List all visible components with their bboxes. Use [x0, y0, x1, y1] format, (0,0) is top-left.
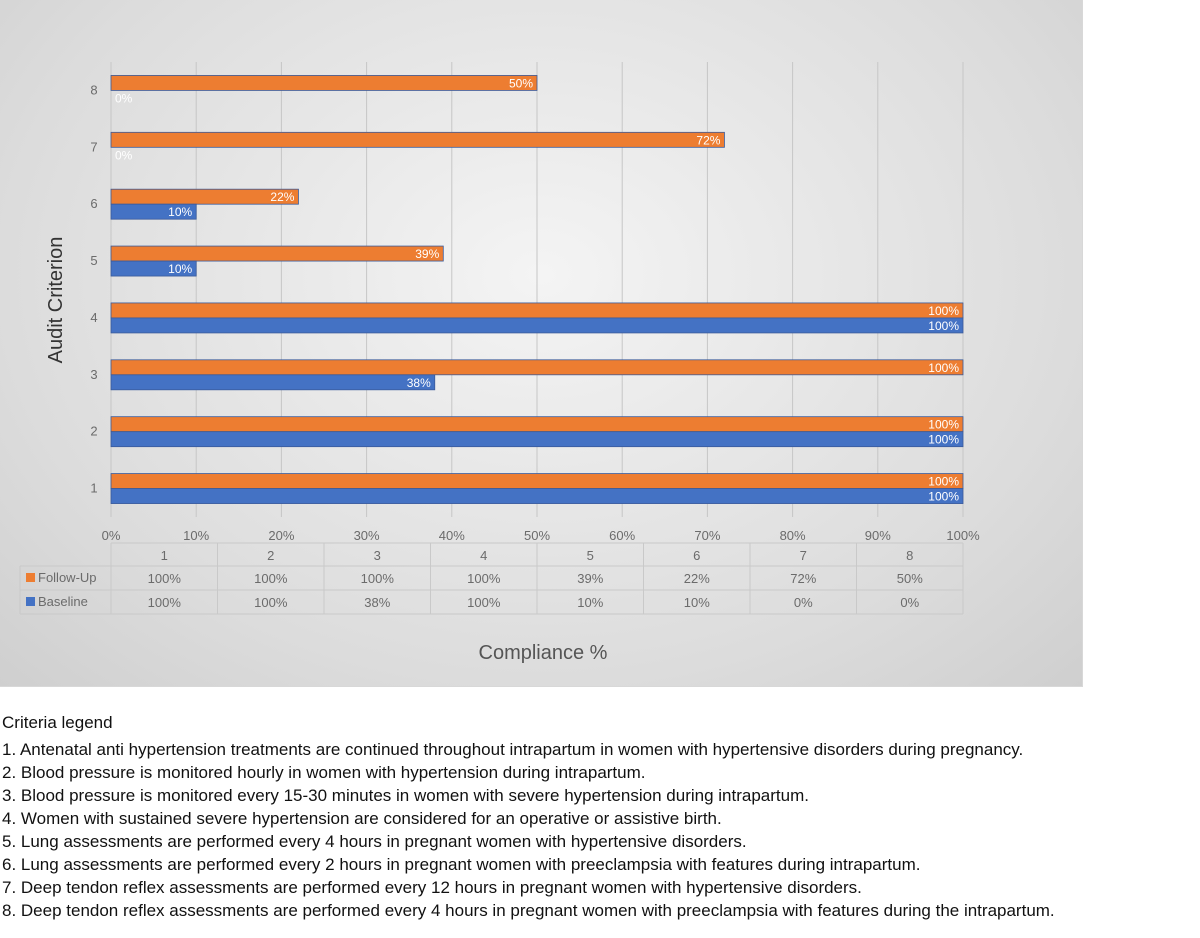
data-label: 22%: [270, 190, 294, 204]
x-tick-label: 40%: [439, 528, 465, 543]
table-cell: 72%: [790, 571, 816, 586]
table-header-cell: 5: [587, 548, 594, 563]
table-cell: 39%: [577, 571, 603, 586]
baseline-bar: [110, 374, 436, 391]
y-tick-label: 4: [90, 310, 97, 325]
legend-label-follow-up: Follow-Up: [38, 570, 97, 585]
criteria-legend-item: 6. Lung assessments are performed every …: [2, 855, 921, 874]
x-tick-label: 20%: [268, 528, 294, 543]
table-cell: 100%: [467, 571, 501, 586]
x-tick-label: 50%: [524, 528, 550, 543]
baseline-bar: [110, 488, 964, 504]
data-label: 100%: [928, 418, 959, 432]
criteria-legend-item: 8. Deep tendon reflex assessments are pe…: [2, 901, 1055, 920]
table-header-cell: 2: [267, 548, 274, 563]
y-tick-label: 7: [90, 139, 97, 154]
bar-chart: 0% 10% 20% 30% 40% 50% 60% 70% 80% 90% 100%1 100%10…: [19, 62, 980, 664]
y-tick-label: 6: [90, 196, 97, 211]
x-tick-label: 0%: [102, 528, 121, 543]
table-header-cell: 6: [693, 548, 700, 563]
x-tick-label: 90%: [865, 528, 891, 543]
table-cell: 100%: [254, 595, 288, 610]
table-header-cell: 4: [480, 548, 487, 563]
follow-up-bar: [110, 302, 964, 319]
table-header-cell: 8: [906, 548, 913, 563]
follow-up-bar: [110, 75, 538, 91]
legend-label-baseline: Baseline: [38, 594, 88, 609]
data-label: 50%: [509, 76, 533, 90]
y-tick-label: 8: [90, 82, 97, 97]
x-tick-label: 10%: [183, 528, 209, 543]
table-header-cell: 1: [161, 548, 168, 563]
follow-up-bar: [110, 245, 444, 262]
follow-up-bar: [110, 359, 964, 376]
table-header-cell: 7: [800, 548, 807, 563]
legend-key-baseline: [26, 597, 35, 606]
table-header-cell: 3: [374, 548, 381, 563]
table-cell: 10%: [684, 595, 710, 610]
x-tick-label: 60%: [609, 528, 635, 543]
data-label: 0%: [115, 91, 133, 105]
table-cell: 10%: [577, 595, 603, 610]
criteria-legend-item: 4. Women with sustained severe hypertens…: [2, 809, 722, 828]
table-cell: 100%: [467, 595, 501, 610]
data-label: 100%: [928, 304, 959, 318]
data-label: 72%: [696, 133, 720, 147]
x-tick-label: 80%: [780, 528, 806, 543]
y-tick-label: 1: [90, 481, 97, 496]
table-cell: 100%: [148, 595, 182, 610]
y-tick-label: 2: [90, 424, 97, 439]
chart-panel: 0% 10% 20% 30% 40% 50% 60% 70% 80% 90% 100% 1 100% 10…: [0, 0, 1083, 687]
criteria-legend-item: 5. Lung assessments are performed every …: [2, 832, 747, 851]
y-tick-label: 5: [90, 253, 97, 268]
baseline-bar: [110, 431, 964, 448]
data-label: 100%: [928, 361, 959, 375]
y-axis-title: Audit Criterion: [45, 237, 67, 364]
legend-key-follow-up: [26, 573, 35, 582]
x-tick-label: 30%: [354, 528, 380, 543]
follow-up-bar: [110, 131, 725, 148]
table-cell: 100%: [148, 571, 182, 586]
criteria-legend-item: 1. Antenatal anti hypertension treatment…: [2, 740, 1024, 759]
x-tick-label: 70%: [694, 528, 720, 543]
data-label: 38%: [407, 376, 431, 390]
data-label: 10%: [168, 205, 192, 219]
table-cell: 100%: [361, 571, 395, 586]
table-cell: 38%: [364, 595, 390, 610]
data-label: 100%: [928, 490, 959, 504]
table-cell: 100%: [254, 571, 288, 586]
table-cell: 0%: [794, 595, 813, 610]
criteria-legend-title: Criteria legend: [2, 713, 113, 732]
criteria-legend-list: 1. Antenatal anti hypertension treatment…: [2, 738, 1055, 922]
criteria-legend-item: 2. Blood pressure is monitored hourly in…: [2, 763, 646, 782]
table-cell: 0%: [900, 595, 919, 610]
follow-up-bar: [110, 188, 299, 205]
x-tick-label: 100%: [946, 528, 980, 543]
follow-up-bar: [110, 473, 964, 489]
criteria-legend-item: 7. Deep tendon reflex assessments are pe…: [2, 878, 862, 897]
baseline-bar: [110, 317, 964, 334]
data-label: 100%: [928, 319, 959, 333]
criteria-legend-item: 3. Blood pressure is monitored every 15-…: [2, 786, 809, 805]
data-label: 39%: [415, 247, 439, 261]
table-cell: 22%: [684, 571, 710, 586]
data-label: 100%: [928, 433, 959, 447]
follow-up-bar: [110, 416, 964, 433]
y-tick-label: 3: [90, 367, 97, 382]
table-cell: 50%: [897, 571, 923, 586]
data-label: 100%: [928, 475, 959, 489]
baseline-bar: [110, 203, 197, 220]
baseline-bar: [110, 260, 197, 277]
x-axis-title: Compliance %: [479, 642, 608, 664]
data-label: 10%: [168, 262, 192, 276]
data-label: 0%: [115, 148, 133, 162]
